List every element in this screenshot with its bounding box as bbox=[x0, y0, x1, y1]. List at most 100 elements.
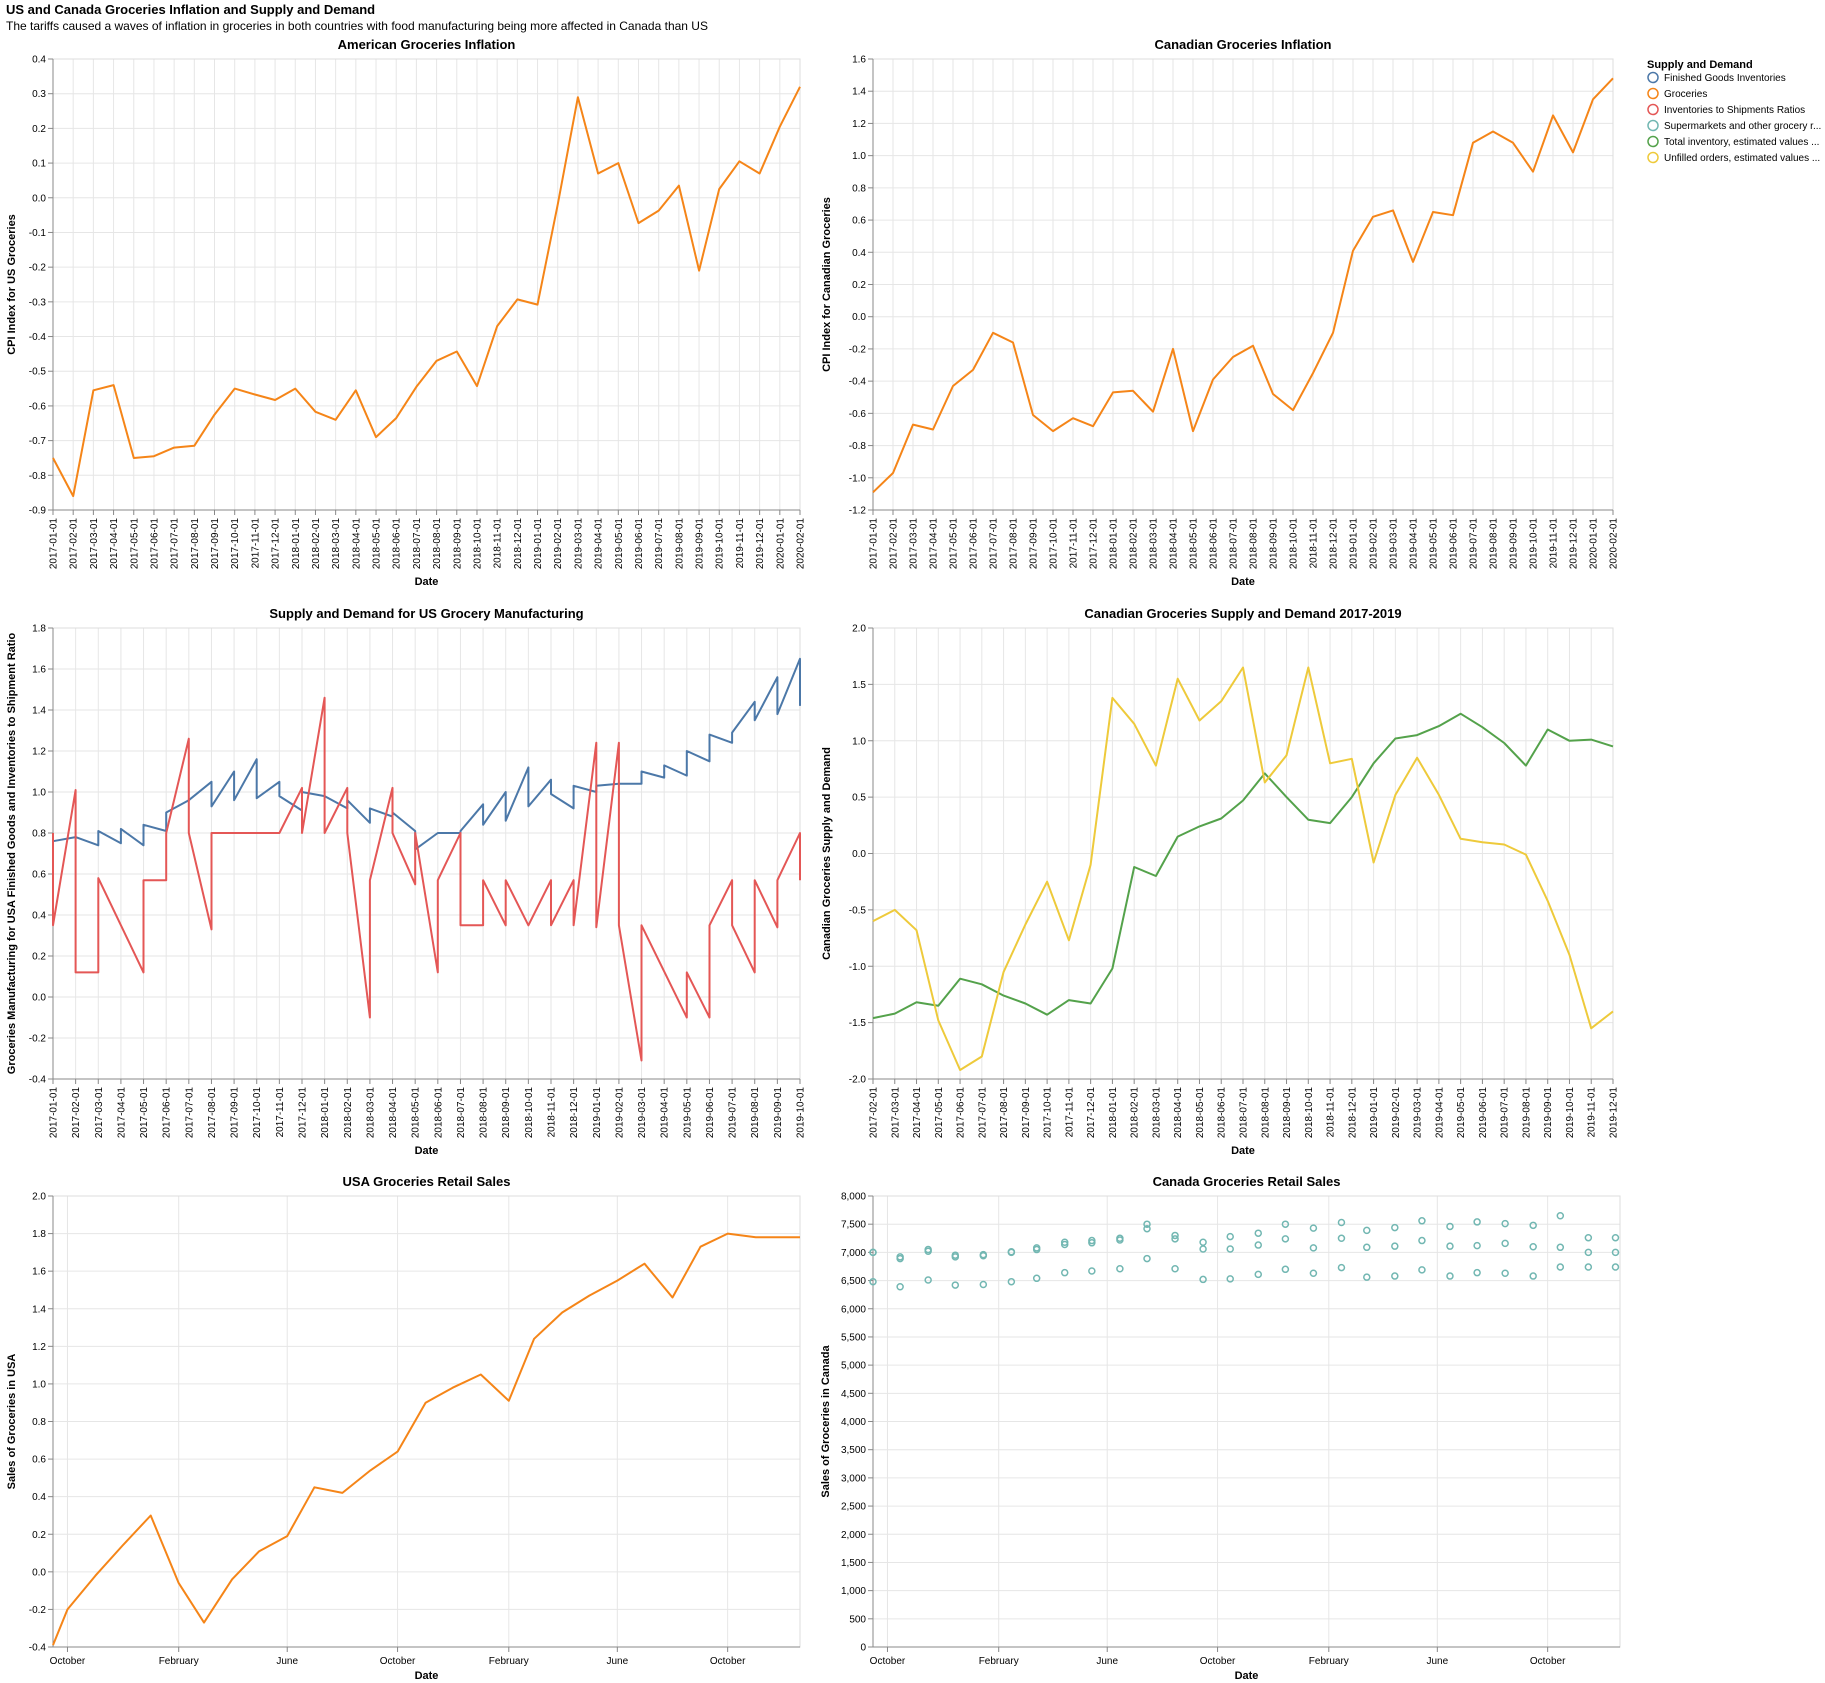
y-tick-label: -1.0 bbox=[849, 473, 867, 484]
x-tick-label: 2017-10-01 bbox=[1049, 518, 1060, 570]
y-tick-label: 1.4 bbox=[32, 1304, 46, 1315]
x-tick-label: 2019-09-01 bbox=[1509, 518, 1520, 570]
data-point bbox=[1116, 1236, 1124, 1244]
legend-title: Supply and Demand bbox=[1647, 59, 1753, 71]
x-tick-label: 2019-04-01 bbox=[660, 1087, 671, 1139]
x-tick-label: 2018-08-01 bbox=[479, 1087, 490, 1139]
x-tick-label: 2018-09-01 bbox=[501, 1087, 512, 1139]
ca-retail-chart: 0 500 1,000 1,500 2,000 2,500 3,000 3,500 4,000 4… bbox=[820, 1174, 1621, 1682]
y-tick-label: -0.6 bbox=[29, 401, 47, 412]
data-point bbox=[1501, 1239, 1509, 1248]
y-tick-label: 1.4 bbox=[32, 706, 46, 717]
x-tick-label: 2017-05-01 bbox=[139, 1087, 150, 1139]
x-tick-label: 2018-04-01 bbox=[1169, 518, 1180, 570]
x-tick-label: 2019-07-01 bbox=[654, 518, 665, 570]
data-point bbox=[1226, 1245, 1234, 1253]
data-point bbox=[1254, 1270, 1263, 1279]
x-axis-title: Date bbox=[415, 1145, 439, 1157]
data-point bbox=[1309, 1269, 1318, 1277]
x-tick-label: 2017-05-01 bbox=[934, 1087, 945, 1139]
data-point bbox=[1337, 1218, 1346, 1227]
y-tick-label: -0.4 bbox=[29, 1075, 47, 1086]
x-tick-label: 2018-02-01 bbox=[1129, 518, 1140, 570]
x-tick-label: 2019-04-01 bbox=[1434, 1087, 1445, 1139]
ca-inflation-chart: -1.2 -1.0 -0.8 -0.6 -0.4 -0.2 0.0 0.2 0.4 0.6 0.8 1… bbox=[821, 37, 1620, 588]
y-tick-label: -0.7 bbox=[29, 436, 47, 447]
x-tick-label: 2018-07-01 bbox=[456, 1087, 467, 1139]
x-tick-label: 2020-01-01 bbox=[1589, 518, 1600, 570]
y-tick-label: 0.2 bbox=[852, 280, 866, 291]
x-tick-label: 2017-05-01 bbox=[129, 518, 140, 570]
data-point bbox=[1391, 1223, 1399, 1232]
y-tick-label: 6,500 bbox=[841, 1276, 866, 1287]
x-tick-label: 2019-08-01 bbox=[1489, 518, 1500, 570]
data-point bbox=[1171, 1235, 1179, 1243]
y-tick-label: 1.4 bbox=[852, 87, 866, 98]
y-tick-label: 0 bbox=[860, 1643, 866, 1654]
x-tick-label: 2017-02-01 bbox=[69, 518, 80, 570]
y-tick-label: 4,000 bbox=[841, 1417, 866, 1428]
x-tick-label: 2017-02-01 bbox=[889, 518, 900, 570]
x-tick-label: 2017-12-01 bbox=[1089, 518, 1100, 570]
y-tick-label: 1.0 bbox=[32, 788, 46, 799]
data-point bbox=[1199, 1245, 1207, 1253]
y-tick-label: 2,000 bbox=[841, 1530, 866, 1541]
x-tick-label: 2017-12-01 bbox=[1086, 1087, 1097, 1139]
y-tick-label: 0.0 bbox=[32, 193, 46, 204]
x-tick-label: 2018-05-01 bbox=[1195, 1087, 1206, 1139]
y-axis-title: Sales of Groceries in Canada bbox=[820, 1345, 832, 1498]
y-tick-label: -0.5 bbox=[29, 367, 47, 378]
legend-symbol bbox=[1647, 135, 1659, 148]
data-point bbox=[1060, 1238, 1069, 1246]
x-tick-label: 2019-09-01 bbox=[773, 1087, 784, 1139]
y-tick-label: 1.8 bbox=[32, 624, 46, 635]
y-tick-label: 8,000 bbox=[841, 1192, 866, 1203]
x-axis-title: Date bbox=[1231, 576, 1255, 588]
data-point bbox=[1226, 1232, 1234, 1241]
x-tick-label: 2017-10-01 bbox=[230, 518, 241, 570]
x-tick-label: 2017-12-01 bbox=[298, 1087, 309, 1139]
y-tick-label: -0.4 bbox=[29, 1643, 47, 1654]
x-tick-label: 2017-11-01 bbox=[1069, 518, 1080, 569]
y-tick-label: 0.1 bbox=[32, 159, 46, 170]
data-point bbox=[1088, 1236, 1096, 1245]
y-axis-title: CPI Index for US Groceries bbox=[6, 214, 18, 355]
x-tick-label: 2019-06-01 bbox=[634, 518, 645, 570]
x-tick-label: 2018-08-01 bbox=[432, 518, 443, 570]
data-point bbox=[1007, 1248, 1016, 1257]
x-tick-label: 2020-01-01 bbox=[775, 518, 786, 570]
x-tick-label: February bbox=[979, 1656, 1019, 1667]
y-tick-label: 5,500 bbox=[841, 1332, 866, 1343]
data-point bbox=[924, 1276, 932, 1284]
x-tick-label: 2017-10-01 bbox=[1043, 1087, 1054, 1139]
x-tick-label: 2018-05-01 bbox=[411, 1087, 422, 1139]
x-tick-label: October bbox=[50, 1656, 86, 1667]
y-tick-label: -2.0 bbox=[849, 1075, 867, 1086]
ca-supply-chart: -2.0 -1.5 -1.0 -0.5 0.0 0.5 1.0 1.5 2.0 2017-02-0… bbox=[821, 606, 1620, 1157]
x-tick-label: 2017-11-01 bbox=[250, 518, 261, 569]
x-tick-label: 2017-09-01 bbox=[1029, 518, 1040, 570]
data-point bbox=[1473, 1241, 1481, 1250]
x-tick-label: 2017-08-01 bbox=[999, 1087, 1010, 1139]
data-point bbox=[1363, 1243, 1371, 1252]
x-tick-label: 2017-07-01 bbox=[184, 1087, 195, 1139]
data-point bbox=[896, 1283, 904, 1291]
x-tick-label: 2018-02-01 bbox=[343, 1087, 354, 1139]
x-tick-label: 2017-02-01 bbox=[71, 1087, 82, 1139]
data-point bbox=[1171, 1231, 1179, 1240]
data-point bbox=[896, 1254, 904, 1263]
data-point bbox=[1501, 1269, 1509, 1277]
legend-label: Inventories to Shipments Ratios bbox=[1664, 105, 1805, 116]
chart-title: Canadian Groceries Supply and Demand 201… bbox=[1084, 606, 1401, 621]
x-tick-label: 2018-01-01 bbox=[1109, 518, 1120, 570]
y-tick-label: 0.0 bbox=[852, 849, 866, 860]
x-tick-label: 2018-12-01 bbox=[513, 518, 524, 570]
legend-label: Finished Goods Inventories bbox=[1664, 73, 1786, 84]
x-tick-label: 2019-05-01 bbox=[614, 518, 625, 570]
x-tick-label: 2018-07-01 bbox=[1239, 1087, 1250, 1139]
y-tick-label: -0.1 bbox=[29, 228, 47, 239]
x-tick-label: 2018-04-01 bbox=[388, 1087, 399, 1139]
data-point bbox=[1199, 1275, 1207, 1284]
series-line bbox=[872, 712, 1614, 1020]
y-tick-label: 1.0 bbox=[852, 151, 866, 162]
